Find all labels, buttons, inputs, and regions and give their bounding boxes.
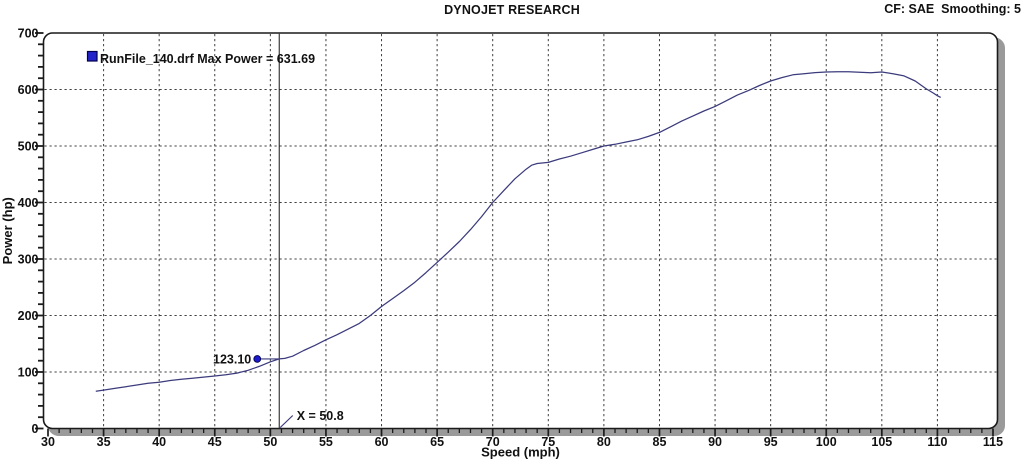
svg-text:700: 700 — [18, 27, 39, 41]
axis-ticks — [35, 32, 994, 437]
svg-text:45: 45 — [208, 435, 222, 449]
svg-text:300: 300 — [18, 253, 39, 267]
svg-text:70: 70 — [486, 435, 500, 449]
cursor-x-callout: X = 50.8 — [279, 409, 344, 428]
svg-text:600: 600 — [18, 83, 39, 97]
legend-label: RunFile_140.drf Max Power = 631.69 — [100, 52, 315, 66]
svg-text:35: 35 — [97, 435, 111, 449]
svg-text:55: 55 — [319, 435, 333, 449]
svg-text:105: 105 — [871, 435, 892, 449]
x-tick-labels: 30 35 40 45 50 55 60 65 70 75 80 85 90 95 100 105 110 115 — [41, 435, 1003, 449]
svg-text:115: 115 — [983, 435, 1003, 449]
y-axis-label: Power (hp) — [0, 197, 15, 264]
cursor-point: 123.10 — [213, 352, 280, 366]
cursor-value-label: 123.10 — [213, 352, 251, 366]
point-marker-icon — [253, 355, 262, 363]
svg-text:40: 40 — [152, 435, 166, 449]
svg-text:80: 80 — [597, 435, 611, 449]
svg-text:85: 85 — [653, 435, 667, 449]
cursor-x-label: X = 50.8 — [297, 409, 344, 423]
svg-text:0: 0 — [32, 422, 39, 436]
svg-text:60: 60 — [375, 435, 389, 449]
svg-text:65: 65 — [430, 435, 444, 449]
svg-text:30: 30 — [41, 435, 55, 449]
svg-text:400: 400 — [18, 196, 39, 210]
svg-text:75: 75 — [541, 435, 555, 449]
power-curve — [95, 71, 941, 392]
svg-text:200: 200 — [18, 309, 39, 323]
gridlines — [44, 34, 997, 428]
correction-smoothing-info: CF: SAE Smoothing: 5 — [884, 2, 1021, 16]
svg-text:100: 100 — [18, 366, 39, 380]
x-axis-label: Speed (mph) — [481, 445, 560, 459]
svg-text:50: 50 — [263, 435, 277, 449]
y-tick-labels: 0 100 200 300 400 500 600 700 — [18, 27, 39, 437]
legend: RunFile_140.drf Max Power = 631.69 — [86, 50, 315, 66]
svg-text:90: 90 — [708, 435, 722, 449]
svg-text:100: 100 — [816, 435, 837, 449]
chart-title: DYNOJET RESEARCH — [444, 3, 580, 17]
svg-text:110: 110 — [927, 435, 947, 449]
plot-frame — [42, 32, 999, 430]
svg-text:500: 500 — [18, 140, 39, 154]
x-callout-leader-line — [279, 415, 294, 428]
svg-text:95: 95 — [764, 435, 778, 449]
legend-marker-icon — [86, 50, 98, 62]
